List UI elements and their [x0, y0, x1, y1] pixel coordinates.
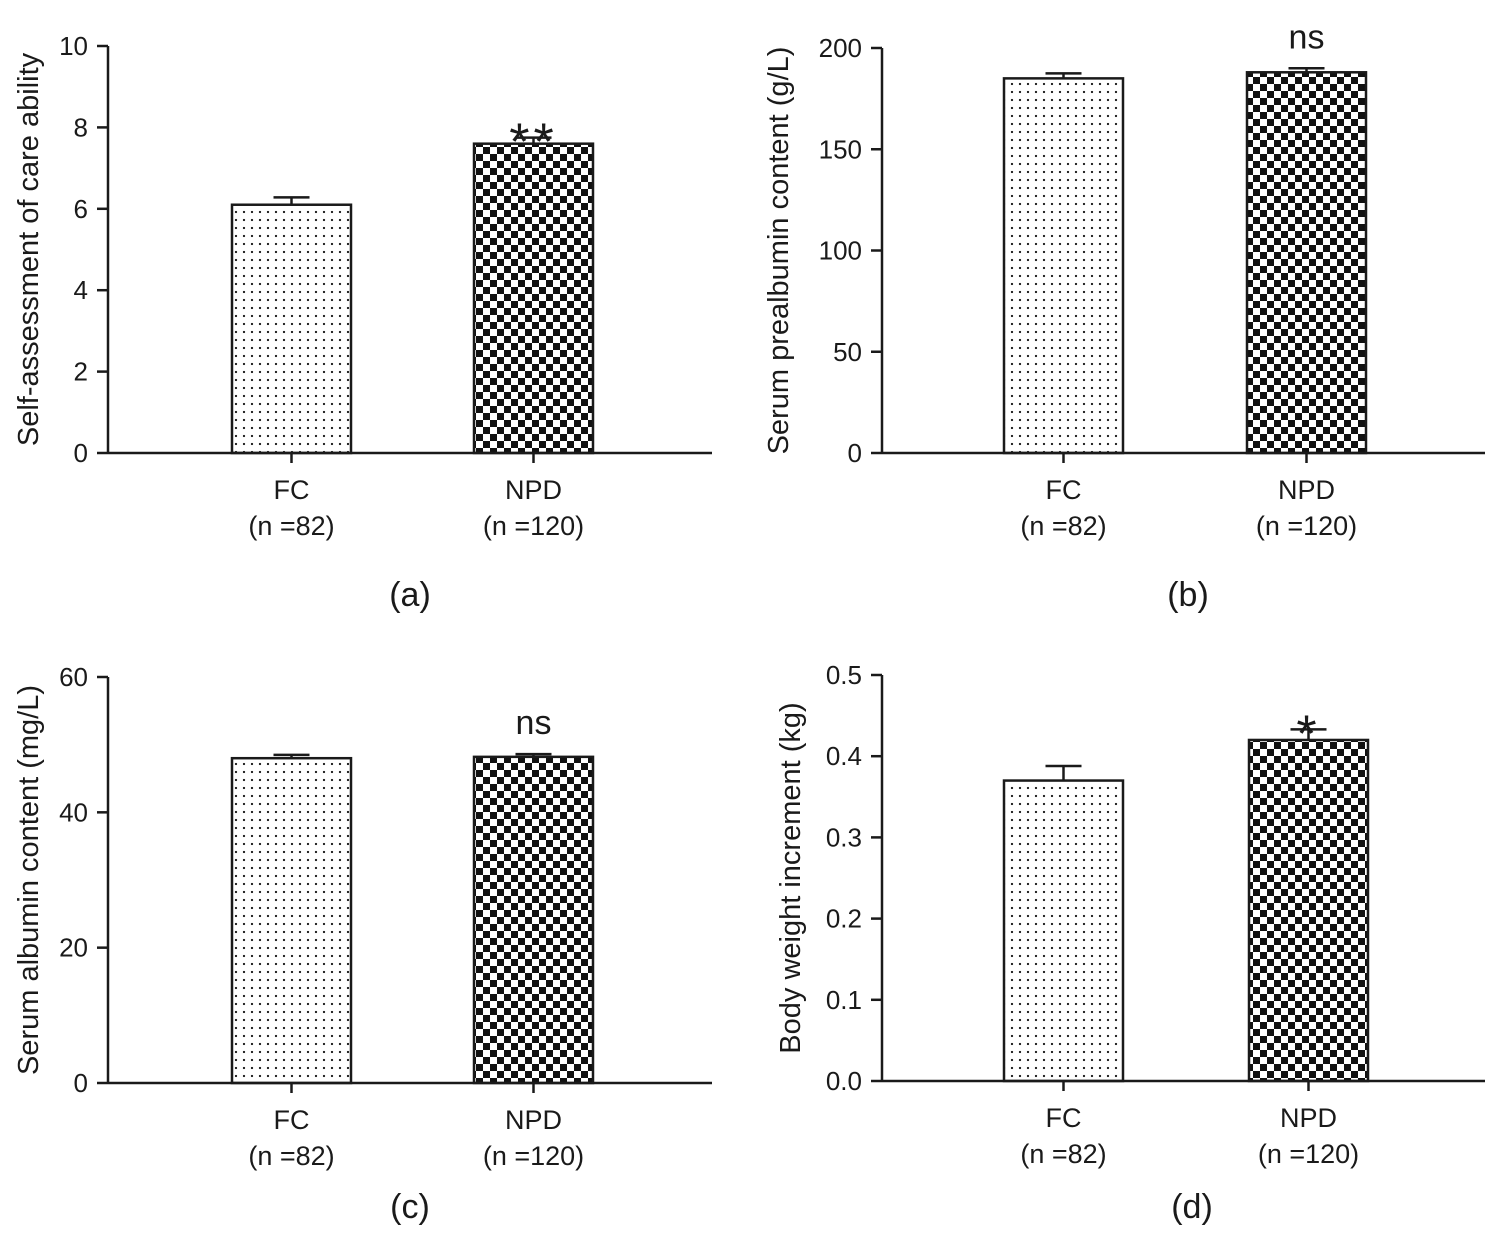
y-tick-label: 0.1	[826, 985, 862, 1015]
y-axis-title: Serum albumin content (mg/L)	[13, 685, 45, 1075]
y-tick-label: 0	[74, 438, 88, 468]
y-tick-label: 0	[74, 1068, 88, 1098]
category-label: FC	[1046, 475, 1082, 505]
y-tick-label: 0.3	[826, 822, 862, 852]
category-label: NPD	[1280, 1103, 1337, 1133]
chart-panel-d: FC (n =82) * NPD (n =120) 0.0 0.1 0.2 0.3 0.4 0.5 B…	[775, 660, 1485, 1226]
bar-npd	[472, 755, 595, 1085]
category-n-label: (n =82)	[248, 511, 334, 541]
category-label: FC	[274, 1105, 310, 1135]
category-n-label: (n =82)	[1020, 1139, 1106, 1169]
chart-panel-b: FC (n =82) ns NPD (n =120) 0 50 100 150 200 Serum …	[763, 18, 1485, 614]
y-tick-label: 150	[819, 134, 862, 164]
y-tick-label: 0.5	[826, 660, 862, 690]
panel-label: (b)	[1167, 576, 1209, 614]
y-tick-label: 4	[74, 275, 88, 305]
category-n-label: (n =120)	[483, 511, 584, 541]
panel-label: (d)	[1171, 1188, 1213, 1226]
y-tick-label: 0	[848, 438, 862, 468]
y-tick-label: 10	[59, 31, 88, 61]
y-tick-label: 8	[74, 112, 88, 142]
category-n-label: (n =120)	[1256, 511, 1357, 541]
chart-panel-a: FC (n =82) ** NPD (n =120) 0 2 4 6 8 10 Self-assess…	[13, 31, 712, 614]
bar-npd	[1245, 71, 1368, 455]
panel-label: (c)	[390, 1188, 430, 1226]
category-label: FC	[1046, 1103, 1082, 1133]
significance-label: *	[1296, 705, 1320, 763]
y-tick-label: 40	[59, 797, 88, 827]
y-tick-label: 0.2	[826, 904, 862, 934]
significance-label: ns	[516, 704, 552, 742]
y-axis-title: Self-assessment of care ability	[13, 52, 45, 446]
y-axis-title: Serum prealbumin content (g/L)	[763, 47, 795, 455]
y-axis-title: Body weight increment (kg)	[775, 702, 807, 1053]
significance-label: ns	[1289, 18, 1325, 56]
category-label: NPD	[505, 1105, 562, 1135]
category-label: NPD	[505, 475, 562, 505]
y-tick-label: 0.0	[826, 1066, 862, 1096]
significance-label: **	[509, 114, 557, 172]
bar-npd	[472, 142, 595, 455]
chart-panel-c: FC (n =82) ns NPD (n =120) 0 20 40 60 Serum album…	[13, 662, 712, 1226]
y-tick-label: 2	[74, 357, 88, 387]
category-n-label: (n =120)	[483, 1141, 584, 1171]
y-tick-label: 50	[833, 337, 862, 367]
y-tick-label: 20	[59, 933, 88, 963]
panel-label: (a)	[389, 576, 431, 614]
bar-npd	[1247, 738, 1370, 1083]
bar-fc	[1002, 779, 1125, 1083]
y-tick-label: 6	[74, 194, 88, 224]
bar-fc	[1002, 77, 1125, 455]
category-n-label: (n =82)	[248, 1141, 334, 1171]
category-n-label: (n =120)	[1258, 1139, 1359, 1169]
y-tick-label: 60	[59, 662, 88, 692]
bar-fc	[230, 756, 353, 1085]
y-tick-label: 100	[819, 236, 862, 266]
y-tick-label: 0.4	[826, 741, 862, 771]
category-label: NPD	[1278, 475, 1335, 505]
category-n-label: (n =82)	[1020, 511, 1106, 541]
y-tick-label: 200	[819, 33, 862, 63]
category-label: FC	[274, 475, 310, 505]
bar-fc	[230, 203, 353, 455]
